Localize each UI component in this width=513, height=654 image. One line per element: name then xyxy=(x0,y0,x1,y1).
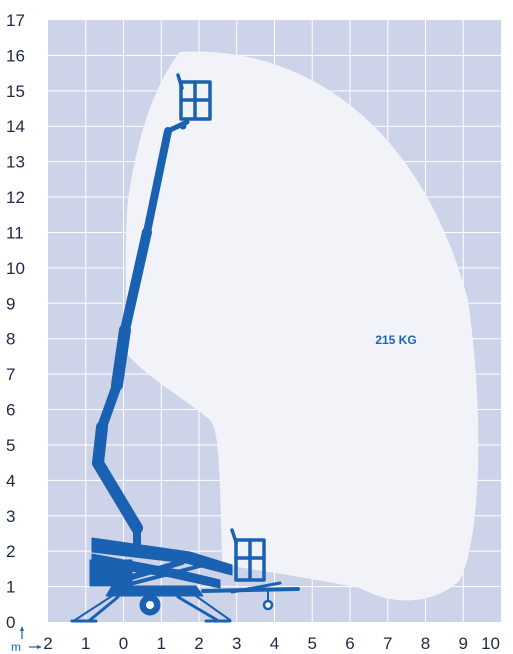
x-tick-label: 2 xyxy=(43,634,52,653)
capacity-label: 215 KG xyxy=(375,333,416,347)
aerial-platform-machine xyxy=(70,73,300,623)
x-tick-label: 0 xyxy=(119,634,128,653)
x-tick-label: 1 xyxy=(81,634,90,653)
y-tick-label: 15 xyxy=(6,82,25,101)
y-tick-label: 5 xyxy=(6,436,15,455)
y-tick-label: 2 xyxy=(6,542,15,561)
y-tick-label: 7 xyxy=(6,365,15,384)
x-tick-label: 6 xyxy=(345,634,354,653)
y-tick-label: 11 xyxy=(6,223,24,242)
unit-up-arrowhead xyxy=(20,626,24,631)
y-tick-label: 13 xyxy=(6,153,25,172)
unit-right-arrowhead xyxy=(37,645,42,649)
y-tick-label: 12 xyxy=(6,188,25,207)
x-tick-label: 1 xyxy=(157,634,166,653)
unit-indicator: m xyxy=(11,626,42,654)
y-tick-label: 8 xyxy=(6,330,15,349)
x-tick-label: 9 xyxy=(459,634,468,653)
x-tick-label: 10 xyxy=(481,634,500,653)
y-tick-label: 3 xyxy=(6,507,15,526)
y-tick-label: 0 xyxy=(6,613,15,632)
x-tick-label: 4 xyxy=(270,634,279,653)
y-tick-label: 4 xyxy=(6,471,15,490)
y-tick-label: 1 xyxy=(6,578,15,597)
working-envelope xyxy=(125,51,479,601)
unit-label: m xyxy=(11,640,21,654)
x-axis-tick-labels: 2 1 0 1 2 3 4 5 6 7 8 9 10 xyxy=(43,634,500,653)
x-tick-label: 5 xyxy=(308,634,317,653)
y-tick-label: 9 xyxy=(6,294,15,313)
y-tick-label: 10 xyxy=(6,259,25,278)
y-tick-label: 17 xyxy=(6,11,25,30)
x-tick-label: 8 xyxy=(421,634,430,653)
x-tick-label: 2 xyxy=(194,634,203,653)
y-tick-label: 16 xyxy=(6,46,25,65)
y-tick-label: 6 xyxy=(6,401,15,420)
x-tick-label: 3 xyxy=(232,634,241,653)
y-tick-label: 14 xyxy=(6,117,25,136)
x-tick-label: 7 xyxy=(383,634,392,653)
